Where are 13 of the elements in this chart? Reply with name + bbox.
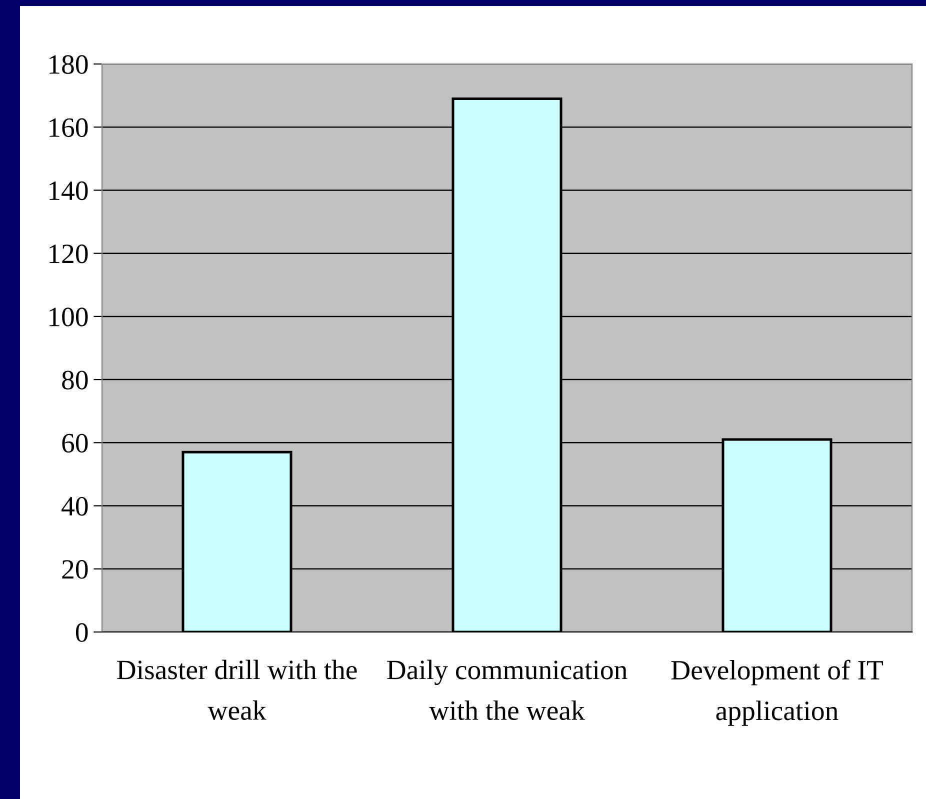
y-tick-label: 120 (50, 244, 88, 264)
y-tick-label: 0 (76, 623, 88, 642)
y-tick-label: 140 (50, 181, 88, 200)
y-tick-label: 160 (50, 118, 88, 138)
y-tick-label: 40 (62, 496, 88, 516)
x-tick-label: Daily communication with the weak (387, 660, 628, 720)
y-tick-label: 20 (62, 560, 88, 579)
y-tick-label: 180 (50, 55, 88, 74)
x-tick-label: Development of IT application (671, 660, 883, 726)
y-tick-label: 60 (62, 434, 88, 453)
y-tick-label: 100 (50, 308, 88, 326)
x-tick-label: Disaster drill with the weak (117, 660, 357, 720)
y-tick-label: 80 (62, 370, 88, 390)
